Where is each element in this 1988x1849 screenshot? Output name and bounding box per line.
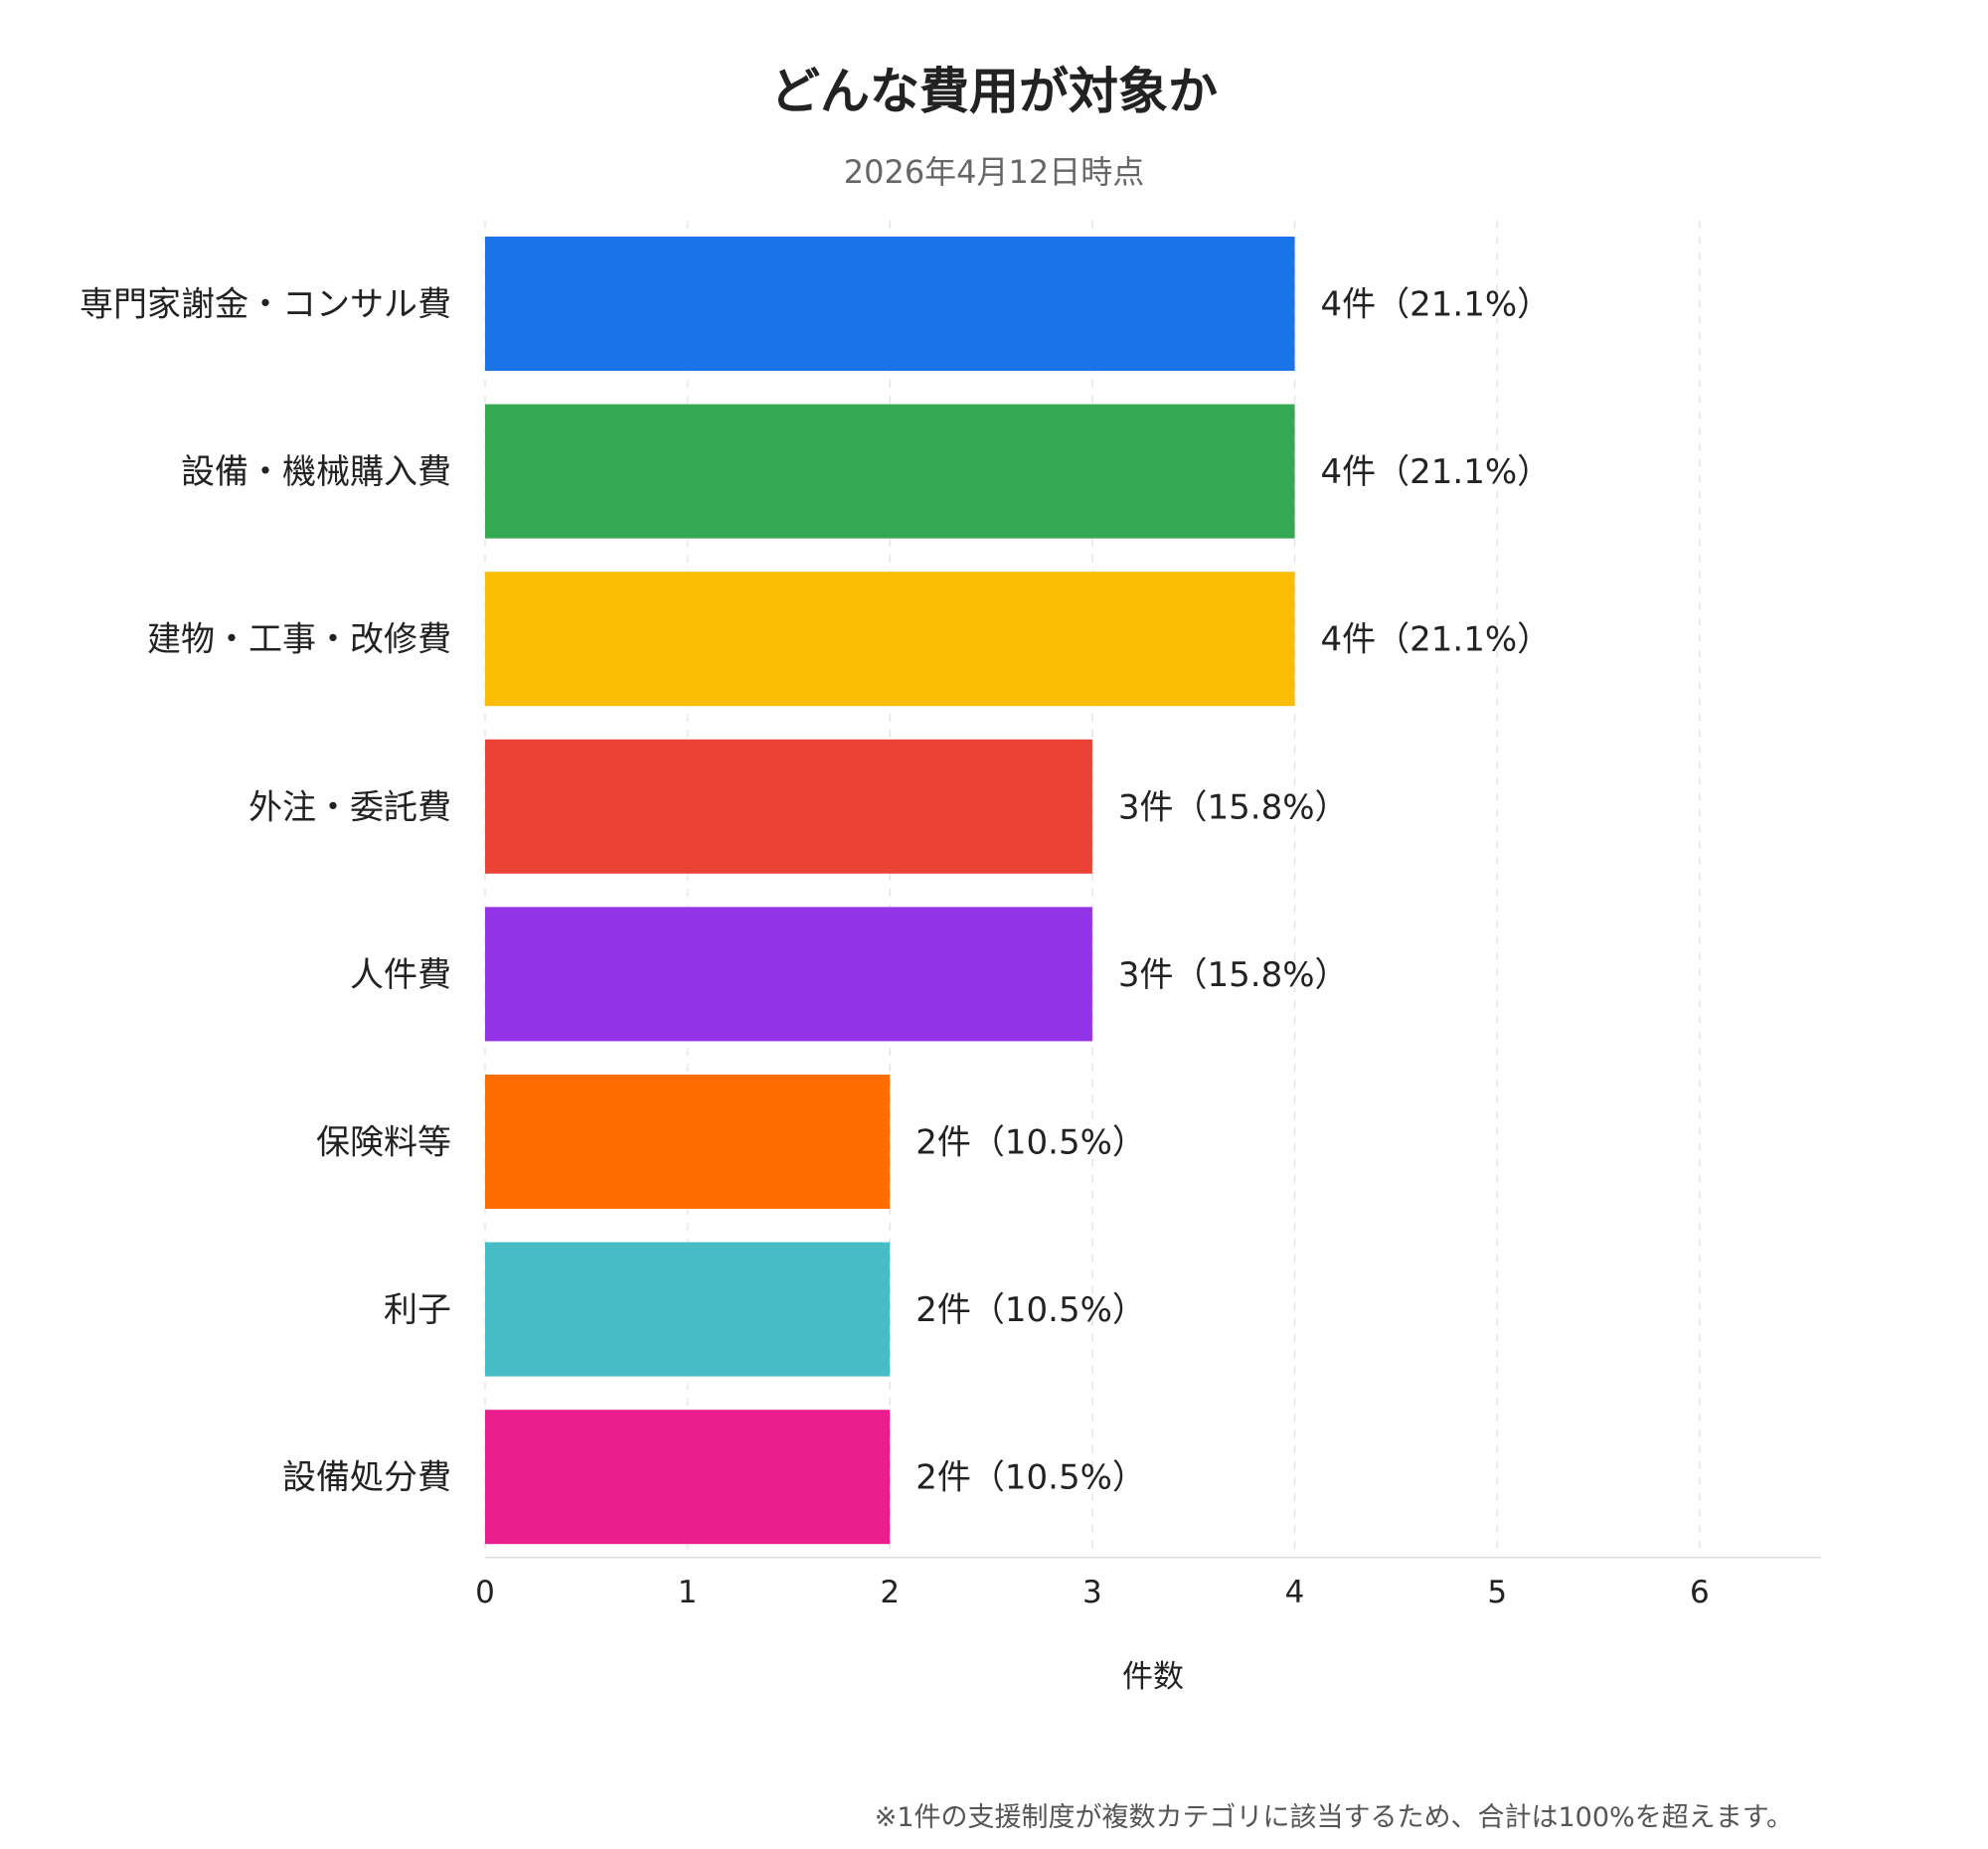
x-tick-label: 2 — [880, 1575, 900, 1610]
category-label: 保険料等 — [316, 1123, 451, 1163]
x-tick-label: 1 — [678, 1575, 698, 1610]
bar — [485, 404, 1295, 539]
bar-chart: 専門家謝金・コンサル費 4件（21.1%） 設備・機械購入費 4件（21.1%） 建物・… — [80, 221, 1821, 1695]
category-label: 人件費 — [350, 955, 451, 995]
bar — [485, 572, 1295, 707]
category-label: 建物・工事・改修費 — [147, 620, 451, 660]
data-label: 2件（10.5%） — [915, 1123, 1146, 1163]
x-tick-label: 0 — [475, 1575, 495, 1610]
bars — [485, 237, 1295, 1545]
data-label: 4件（21.1%） — [1321, 620, 1552, 660]
chart-title: どんな費用が対象か — [770, 63, 1218, 120]
category-label: 専門家謝金・コンサル費 — [80, 285, 451, 325]
x-tick-label: 6 — [1690, 1575, 1710, 1610]
bar — [485, 1410, 891, 1545]
category-label: 設備処分費 — [282, 1458, 451, 1498]
x-tick-label: 3 — [1082, 1575, 1102, 1610]
bar — [485, 739, 1092, 874]
x-axis-title: 件数 — [1122, 1659, 1184, 1695]
category-label: 利子 — [384, 1290, 451, 1330]
data-label: 4件（21.1%） — [1321, 285, 1552, 325]
category-label: 設備・機械購入費 — [181, 452, 451, 492]
footnote: ※1件の支援制度が複数カテゴリに該当するため、合計は100%を超えます。 — [874, 1802, 1793, 1833]
bar — [485, 1242, 891, 1377]
x-tick-label: 4 — [1285, 1575, 1305, 1610]
data-label: 3件（15.8%） — [1118, 955, 1349, 995]
data-label: 2件（10.5%） — [915, 1290, 1146, 1330]
x-tick-label: 5 — [1487, 1575, 1507, 1610]
bar — [485, 237, 1295, 371]
data-label: 3件（15.8%） — [1118, 787, 1349, 827]
bar — [485, 907, 1092, 1042]
data-label: 4件（21.1%） — [1321, 452, 1552, 492]
chart-subtitle: 2026年4月12日時点 — [843, 153, 1145, 191]
category-label: 外注・委託費 — [248, 787, 451, 827]
labels: 専門家謝金・コンサル費 4件（21.1%） 設備・機械購入費 4件（21.1%） 建物・… — [80, 285, 1551, 1498]
x-axis-ticks: 0 1 2 3 4 5 6 — [475, 1575, 1710, 1610]
data-label: 2件（10.5%） — [915, 1458, 1146, 1498]
bar — [485, 1075, 891, 1209]
